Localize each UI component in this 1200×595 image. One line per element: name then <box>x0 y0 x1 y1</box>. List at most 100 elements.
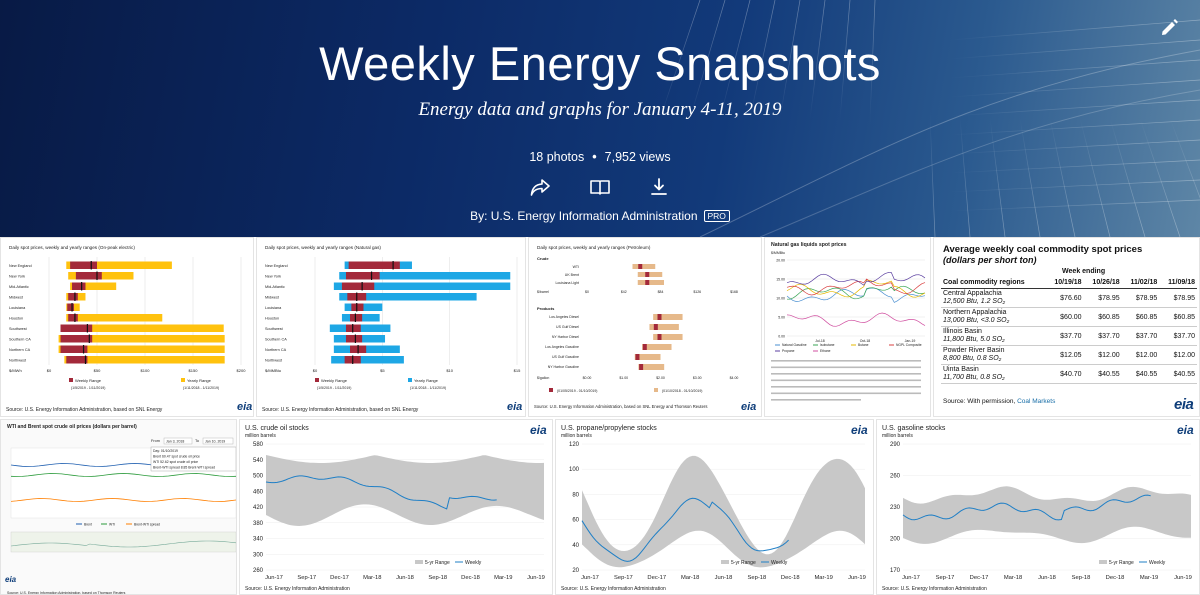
yearly-range-bar <box>331 356 404 364</box>
weekly-range-bar <box>345 335 363 343</box>
share-icon[interactable] <box>527 174 553 200</box>
yearly-range-bar <box>653 334 683 340</box>
weekly-range-bar <box>67 303 74 311</box>
thumb-crude-stocks[interactable]: U.S. crude oil stocks million barrels 580 5… <box>239 419 553 595</box>
legend-label: Weekly <box>771 560 788 566</box>
series-line <box>786 287 926 303</box>
coal-source-prefix: Source: With permission, <box>943 398 1016 405</box>
electric-prices-chart: Daily spot prices, weekly and yearly ran… <box>6 245 252 413</box>
legend-swatch <box>315 378 319 382</box>
x-tick-label: $0.00 <box>583 376 592 380</box>
thumb-ngl-prices[interactable]: Natural gas liquids spot prices $/MMBtu 20… <box>764 237 931 417</box>
coal-region-name: Central Appalachia 12,500 Btu, 1.2 SO₂ <box>941 288 1046 308</box>
current-price-marker <box>81 282 83 291</box>
coal-markets-link[interactable]: Coal Markets <box>1017 398 1056 405</box>
region-label: Midwest <box>9 295 24 299</box>
legend-date: (01/05/2019 - 01/10/2019) <box>557 389 597 393</box>
price-line <box>10 473 236 477</box>
album-title: Weekly Energy Snapshots <box>319 37 881 90</box>
coal-table-row: Powder River Basin 8,800 Btu, 0.8 SO₂ $12.… <box>941 345 1197 365</box>
natgas-prices-chart: Daily spot prices, weekly and yearly ran… <box>262 245 522 413</box>
crude-label: WTI <box>573 265 579 269</box>
series-line <box>786 272 926 286</box>
tooltip-line: Day: 01/10/2019 <box>153 449 178 453</box>
x-tick-label: Mar-18 <box>363 575 381 581</box>
weekly-range-bar <box>350 314 363 322</box>
thumb-natgas-prices[interactable]: Daily spot prices, weekly and yearly ran… <box>256 237 526 417</box>
x-tick-label: $50 <box>94 368 101 373</box>
thumb-petroleum-prices[interactable]: Daily spot prices, weekly and yearly ran… <box>528 237 762 417</box>
series-line <box>787 285 926 300</box>
legend-date: (1/5/2019 - 1/11/2019) <box>71 386 105 390</box>
region-label: Louisiana <box>265 306 282 310</box>
current-price-marker <box>352 355 354 364</box>
thumb-electric-prices[interactable]: Daily spot prices, weekly and yearly ran… <box>0 237 254 417</box>
thumb-coal-prices[interactable]: Average weekly coal commodity spot price… <box>933 237 1200 417</box>
x-tick-label: $100 <box>141 368 151 373</box>
coal-region-label: Uinta Basin <box>943 366 979 373</box>
coal-price-cell: $60.85 <box>1121 307 1160 327</box>
x-tick-label: $5 <box>380 368 385 373</box>
yearly-range-bar <box>638 364 665 370</box>
wti-brent-chart: WTI and Brent spot crude oil prices (dol… <box>1 420 236 594</box>
legend-swatch <box>1099 560 1107 564</box>
thumb-propane-stocks[interactable]: U.S. propane/propylene stocks million bar… <box>555 419 874 595</box>
x-unit-label: $/gallon <box>537 376 549 380</box>
region-label: Northwest <box>265 358 283 362</box>
product-label: NY Harbor Diesel <box>552 335 579 339</box>
x-tick-label: Oct-18 <box>860 339 871 343</box>
thumb-gasoline-stocks[interactable]: U.S. gasoline stocks million barrels 290 26… <box>876 419 1200 595</box>
tooltip-line: WTI 52.62 spot crude oil price <box>153 460 198 464</box>
current-price-marker <box>356 292 358 301</box>
y-tick-label: 200 <box>890 537 901 543</box>
source-note: Source: U.S. Energy Information Administ… <box>262 407 419 413</box>
product-label: Los Angeles Diesel <box>549 315 579 319</box>
download-icon[interactable] <box>646 174 672 200</box>
thumb-wti-brent[interactable]: WTI and Brent spot crude oil prices (dol… <box>0 419 237 595</box>
album-subtitle: Energy data and graphs for January 4-11,… <box>418 99 782 120</box>
book-icon[interactable] <box>587 174 613 200</box>
eia-logo: eia <box>237 401 252 413</box>
from-date-input <box>163 437 193 445</box>
x-tick-label: Mar-18 <box>681 575 699 581</box>
weekly-line <box>902 494 1151 521</box>
yearly-range-bar <box>60 324 224 332</box>
legend-swatch <box>415 560 423 564</box>
region-label: Mid-Atlantic <box>265 285 285 289</box>
price-line <box>10 498 236 502</box>
weekly-range-bar <box>653 324 658 330</box>
note-text-line <box>771 386 921 388</box>
pencil-icon[interactable] <box>1159 18 1179 38</box>
region-label: Northwest <box>9 358 27 362</box>
x-unit-label: $/MMBtu <box>265 368 281 373</box>
album-header: Weekly Energy Snapshots Energy data and … <box>0 0 1200 237</box>
chart-title: U.S. crude oil stocks <box>245 425 309 432</box>
ngl-prices-chart: Natural gas liquids spot prices $/MMBtu 20… <box>771 242 926 401</box>
y-tick-label: 20.00 <box>776 259 785 263</box>
coal-price-cell: $40.55 <box>1121 364 1160 384</box>
chart-title: Daily spot prices, weekly and yearly ran… <box>537 245 651 250</box>
x-tick-label: Mar-19 <box>1140 575 1158 581</box>
x-tick-label: $42 <box>621 290 627 294</box>
coal-region-label: Northern Appalachia <box>943 309 1007 316</box>
weekly-line <box>265 475 497 510</box>
chart-title: U.S. propane/propylene stocks <box>561 425 657 432</box>
legend-label: Weekly Range <box>75 378 102 383</box>
y-tick-label: 260 <box>253 568 264 574</box>
photo-count: 18 photos <box>529 150 585 164</box>
x-tick-label: Sep-18 <box>748 575 767 581</box>
x-tick-label: $1.00 <box>619 376 628 380</box>
weekly-range-bar <box>60 345 88 353</box>
x-tick-label: $200 <box>237 368 247 373</box>
legend-label: Propane <box>782 349 795 353</box>
legend-label: NGPL Composite <box>896 343 922 347</box>
legend-label: Yearly Range <box>414 378 439 383</box>
coal-region-label: Powder River Basin <box>943 347 1005 354</box>
note-text-line <box>771 392 921 395</box>
weekly-range-bar <box>645 272 650 277</box>
weekly-range-bar <box>348 261 400 269</box>
coal-table-row: Uinta Basin 11,700 Btu, 0.8 SO₂ $40.70 $40.… <box>941 364 1197 384</box>
author-link[interactable]: By: U.S. Energy Information Administrati… <box>470 209 698 223</box>
y-tick-label: 500 <box>253 474 264 480</box>
